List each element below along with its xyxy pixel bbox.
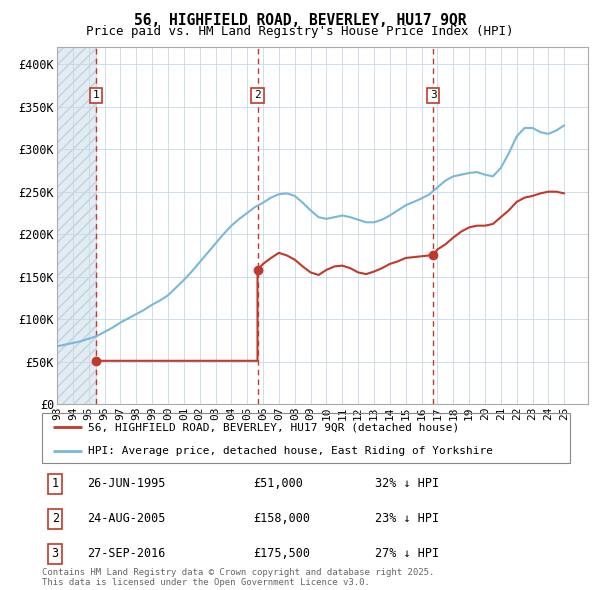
Text: 56, HIGHFIELD ROAD, BEVERLEY, HU17 9QR: 56, HIGHFIELD ROAD, BEVERLEY, HU17 9QR xyxy=(134,13,466,28)
Text: £175,500: £175,500 xyxy=(253,548,310,560)
Text: 56, HIGHFIELD ROAD, BEVERLEY, HU17 9QR (detached house): 56, HIGHFIELD ROAD, BEVERLEY, HU17 9QR (… xyxy=(88,422,460,432)
Text: HPI: Average price, detached house, East Riding of Yorkshire: HPI: Average price, detached house, East… xyxy=(88,445,493,455)
Text: 24-AUG-2005: 24-AUG-2005 xyxy=(87,512,165,525)
Text: £158,000: £158,000 xyxy=(253,512,310,525)
Text: 27-SEP-2016: 27-SEP-2016 xyxy=(87,548,165,560)
Text: Price paid vs. HM Land Registry's House Price Index (HPI): Price paid vs. HM Land Registry's House … xyxy=(86,25,514,38)
Text: 32% ↓ HPI: 32% ↓ HPI xyxy=(374,477,439,490)
Text: 2: 2 xyxy=(52,512,59,525)
Text: 2: 2 xyxy=(254,90,261,100)
Text: 3: 3 xyxy=(430,90,437,100)
Text: Contains HM Land Registry data © Crown copyright and database right 2025.
This d: Contains HM Land Registry data © Crown c… xyxy=(42,568,434,587)
Text: 1: 1 xyxy=(93,90,100,100)
Text: 1: 1 xyxy=(52,477,59,490)
Bar xyxy=(57,47,97,404)
Text: 3: 3 xyxy=(52,548,59,560)
Text: £51,000: £51,000 xyxy=(253,477,303,490)
Text: 26-JUN-1995: 26-JUN-1995 xyxy=(87,477,165,490)
Text: 23% ↓ HPI: 23% ↓ HPI xyxy=(374,512,439,525)
Text: 27% ↓ HPI: 27% ↓ HPI xyxy=(374,548,439,560)
